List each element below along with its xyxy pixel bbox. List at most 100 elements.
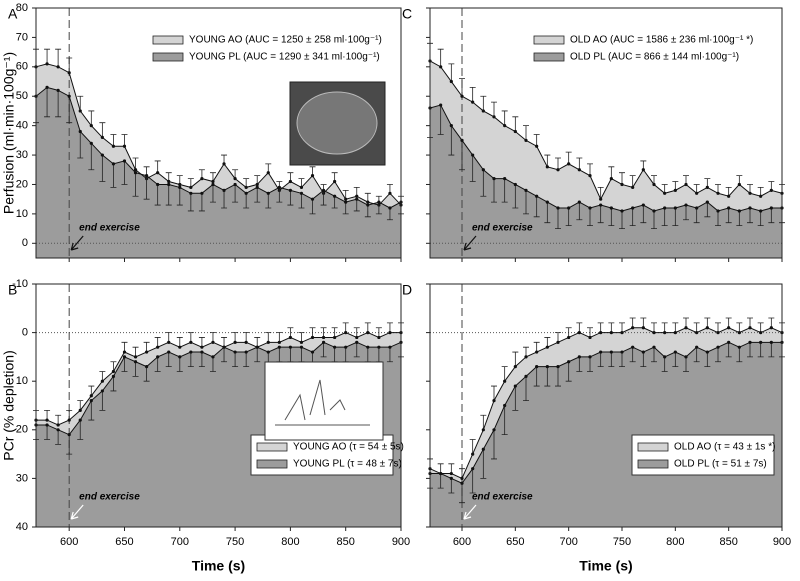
error-bar [254,347,261,363]
data-point [288,335,292,340]
y-tick-label: -10 [12,278,28,290]
data-point [471,100,475,104]
data-point [56,65,60,69]
y-tick-label: 60 [16,61,28,73]
error-bar [501,405,508,436]
data-point [727,326,731,330]
error-bar [209,332,216,343]
data-point [705,200,709,204]
error-bar [187,193,194,212]
data-point [609,206,613,210]
error-bar [437,463,444,474]
error-bar [221,190,228,209]
data-point [439,103,443,107]
data-point [388,345,392,349]
data-point [535,350,539,354]
y-tick-label: 50 [16,90,28,102]
error-bar [176,356,183,372]
x-tick-label: 800 [281,536,299,548]
legend-label: YOUNG AO (AUC = 1250 ± 258 ml·100g⁻¹) [189,35,382,46]
data-point [156,182,160,187]
data-point [56,88,60,92]
data-point [145,174,149,178]
data-point [78,109,82,113]
data-point [460,138,464,142]
data-point [366,203,370,207]
data-point [599,203,603,207]
error-bar [629,175,636,188]
data-point [244,350,248,354]
error-bar [619,352,625,368]
error-bar [597,352,604,368]
data-point [299,185,304,190]
error-bar [533,196,540,218]
data-point [524,138,528,142]
x-tick-label: 700 [171,536,189,548]
data-point [321,340,326,344]
error-bar [88,143,95,171]
data-point [577,331,581,335]
data-point [609,331,613,335]
data-point [244,340,248,344]
error-bar [99,122,106,138]
data-point [620,331,624,335]
error-bar [198,337,205,348]
error-bar [386,208,393,221]
data-point [299,345,304,349]
error-bar [232,352,239,368]
error-bar [386,322,393,333]
data-point [727,206,731,210]
data-point [599,197,603,201]
error-bar [459,483,465,504]
data-point [321,335,326,340]
series-line [430,341,782,484]
error-bar [55,414,62,425]
data-point [288,179,292,184]
error-bar [121,356,128,372]
data-point [641,326,645,330]
data-point [769,188,773,192]
data-point [599,350,603,354]
error-bar [331,327,338,338]
error-bar [121,134,128,147]
error-bar [576,202,583,221]
error-bar [448,463,455,474]
error-bar [661,322,668,333]
error-bar [544,202,551,224]
data-point [89,394,93,398]
error-bar [555,208,561,229]
data-point [355,197,359,201]
legend-label: YOUNG PL (AUC = 1290 ± 341 ml·100g⁻¹) [189,52,380,63]
data-point [684,326,688,330]
data-point [211,340,215,344]
data-point [524,188,528,192]
y-tick-label: 0 [22,327,28,339]
error-bar [683,356,689,372]
data-point [133,171,138,175]
data-point [759,331,763,335]
data-point [167,182,171,187]
annotation: end exercise [472,492,533,503]
data-point [641,350,645,354]
series-area [36,87,401,258]
error-bar [154,160,161,173]
series-line [35,86,402,209]
error-bar [480,449,487,479]
error-bar [66,57,73,73]
x-tick-label: 800 [666,536,684,548]
mri-inset-shape [296,91,378,155]
data-point [513,129,517,134]
x-tick-label: 650 [506,536,524,548]
data-point [111,369,116,374]
x-tick-label: 750 [613,536,631,548]
data-point [355,340,359,344]
data-point [67,418,71,422]
annotation-arrow [70,235,84,251]
data-point [556,365,560,369]
data-point [67,71,71,75]
legend-swatch [637,442,669,452]
y-tick-label: 40 [16,120,28,132]
error-bar [736,347,743,363]
error-bar [576,157,583,170]
error-bar [768,342,775,358]
